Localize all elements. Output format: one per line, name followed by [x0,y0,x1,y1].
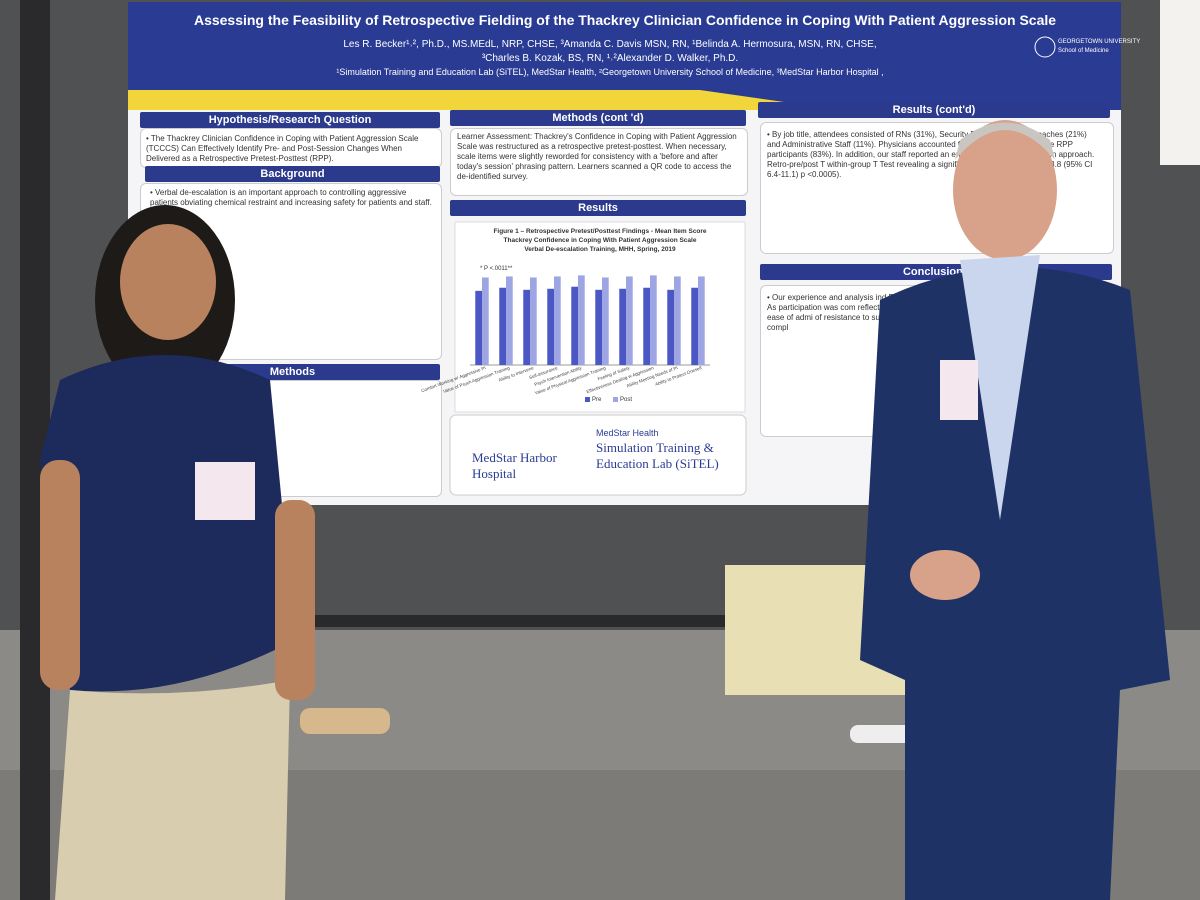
section-heading: Hypothesis/Research Question [140,112,440,128]
bar [571,286,578,365]
logo-text: MedStar Health [596,428,659,438]
section-heading: Results (cont'd) [758,102,1110,118]
section-text: • Verbal de-escalation is an important a… [150,188,432,207]
section-heading: Methods (cont 'd) [450,110,746,126]
section-heading: Results [450,200,746,216]
bar [626,276,633,365]
author-line: Les R. Becker¹˒², Ph.D., MS.MEdL, NRP, C… [343,39,877,50]
affiliations: ¹Simulation Training and Education Lab (… [336,67,884,77]
university: School of Medicine [1058,48,1109,54]
section-text: • By job title, attendees consisted of R… [767,130,1095,179]
chart-title: Verbal De-escalation Training, MHH, Spri… [524,246,676,253]
bar [667,289,674,365]
bar [475,290,482,365]
bar [619,288,626,365]
bar [698,276,705,365]
bar [602,277,609,365]
chart-title: Thackrey Confidence in Coping With Patie… [504,237,697,244]
bar [578,275,585,365]
legend-label: Post [620,397,632,403]
bar [554,276,561,365]
bar [674,276,681,365]
bar [482,277,489,365]
section-text: • The Thackrey Clinician Confidence in C… [146,134,419,163]
bar [547,288,554,365]
bar [691,287,698,365]
bar [499,287,506,365]
bar [530,277,537,365]
legend-label: Pre [592,397,602,403]
bar [523,289,530,365]
legend-swatch [585,397,590,402]
author-line: ³Charles B. Kozak, BS, RN, ¹˒²Alexander … [481,53,739,64]
bar [650,275,657,365]
bar [506,276,513,365]
bar [595,289,602,365]
section-heading: Background [145,166,440,182]
university: GEORGETOWN UNIVERSITY [1058,39,1141,45]
logo-text: Simulation Training & Education Lab (SiT… [596,440,719,471]
poster-title: Assessing the Feasibility of Retrospecti… [193,12,1057,28]
annotation: * P <.0011** [480,266,513,272]
legend-swatch [613,397,618,402]
section-text: • Our experience and analysis ind RPP. A… [767,293,915,332]
chart-title: Figure 1 – Retrospective Pretest/Posttes… [493,228,706,235]
logo-text: MedStar Harbor Hospital [472,450,557,481]
bar [643,287,650,365]
section-text: Learner Assessment: Thackrey's Confidenc… [457,132,737,181]
